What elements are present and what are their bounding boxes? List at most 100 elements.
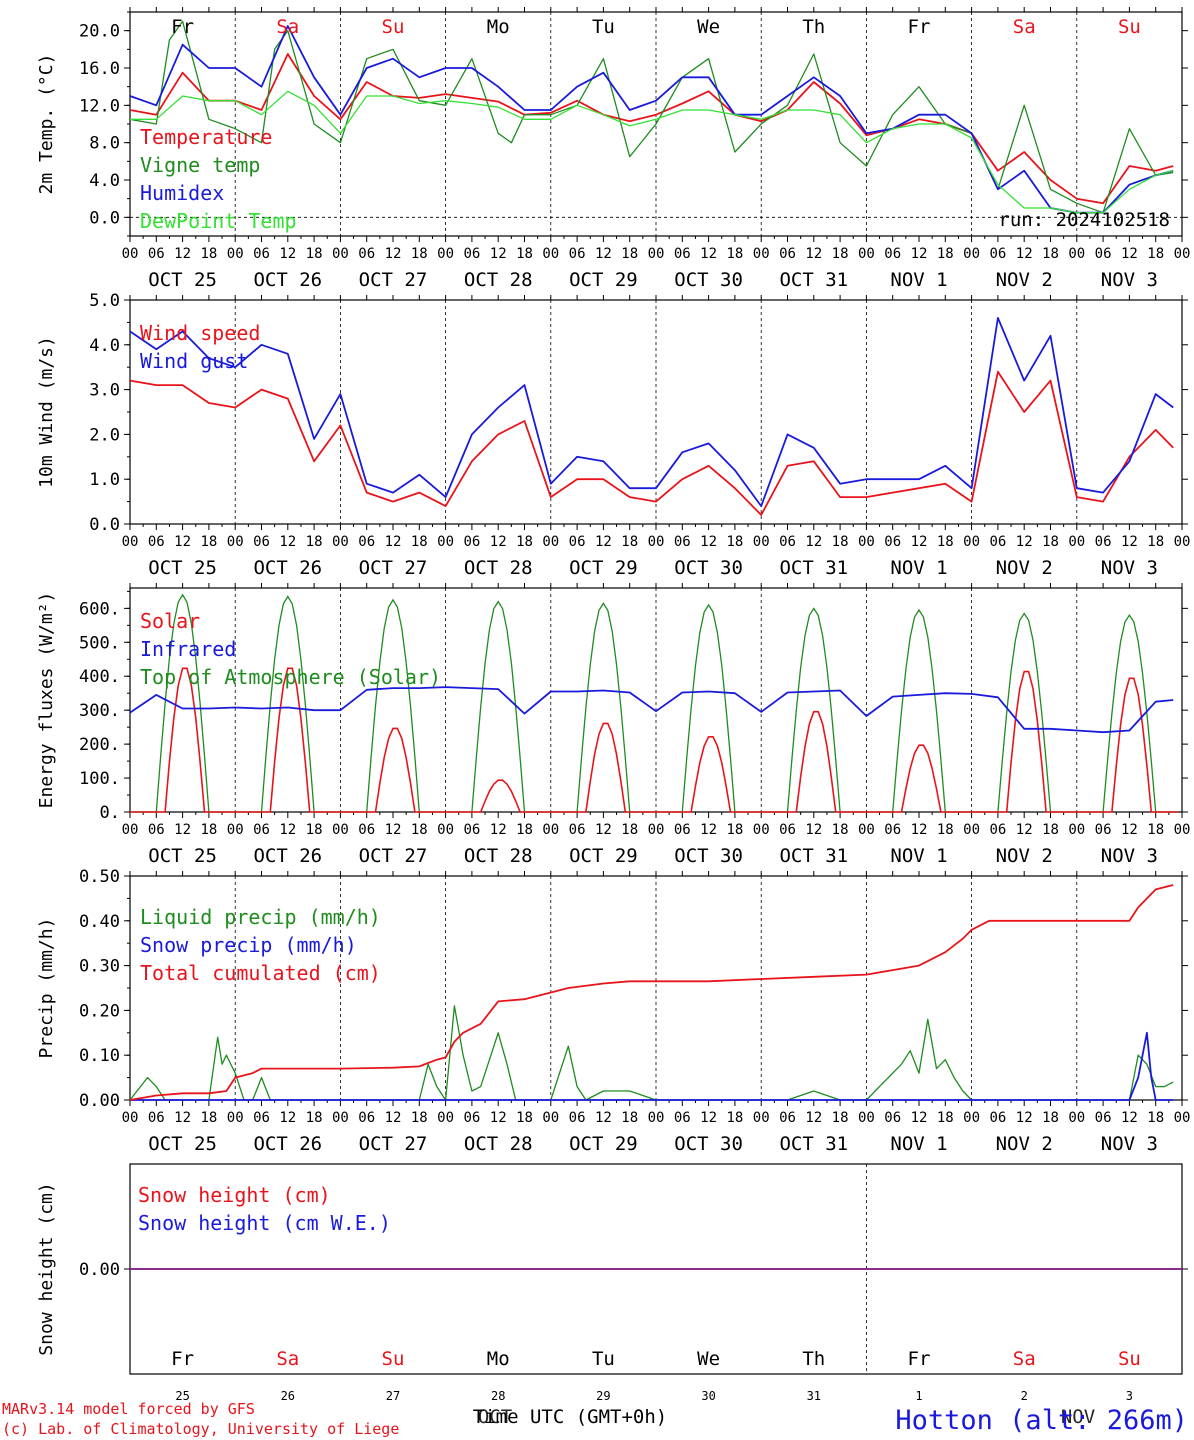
x-hour-label: 06 <box>989 1110 1006 1126</box>
series-total-cumulated-cm- <box>129 884 1174 1101</box>
x-hour-label: 06 <box>148 1110 165 1126</box>
day-number-label: 26 <box>281 1389 295 1403</box>
x-hour-label: 18 <box>726 1110 743 1126</box>
x-date-label: NOV 2 <box>996 845 1053 867</box>
credit-line-2: (c) Lab. of Climatology, University of L… <box>2 1420 399 1438</box>
x-hour-label: 06 <box>989 534 1006 550</box>
x-hour-label: 18 <box>726 246 743 262</box>
legend-entry: Infrared <box>140 637 236 661</box>
x-hour-label: 12 <box>490 246 507 262</box>
x-hour-label: 18 <box>306 534 323 550</box>
y-tick-label: 1.0 <box>89 470 120 490</box>
legend-entry: Top of Atmosphere (Solar) <box>140 665 441 689</box>
x-axis-title: Time UTC (GMT+0h) <box>473 1406 667 1428</box>
series-temperature <box>129 53 1174 205</box>
x-hour-label: 12 <box>174 534 191 550</box>
y-tick-label: 500. <box>79 633 120 653</box>
x-hour-label: 00 <box>227 246 244 262</box>
x-hour-label: 12 <box>700 534 717 550</box>
y-tick-label: 3.0 <box>89 381 120 401</box>
x-hour-label: 18 <box>1147 822 1164 838</box>
x-hour-label: 06 <box>1095 246 1112 262</box>
series-humidex <box>129 25 1174 214</box>
x-date-label: OCT 25 <box>148 557 217 579</box>
x-hour-label: 12 <box>595 246 612 262</box>
x-date-label: NOV 3 <box>1101 269 1158 291</box>
x-hour-label: 00 <box>542 1110 559 1126</box>
x-hour-label: 06 <box>358 1110 375 1126</box>
x-hour-label: 18 <box>1147 1110 1164 1126</box>
day-of-week-label: Fr <box>908 1348 931 1370</box>
x-hour-label: 00 <box>753 246 770 262</box>
day-of-week-label: We <box>697 1348 720 1370</box>
x-hour-label: 18 <box>1042 246 1059 262</box>
x-hour-label: 12 <box>1016 822 1033 838</box>
x-hour-label: 06 <box>253 246 270 262</box>
x-hour-label: 06 <box>674 1110 691 1126</box>
x-hour-label: 00 <box>122 246 139 262</box>
x-hour-label: 00 <box>858 534 875 550</box>
y-tick-label: 0.00 <box>79 1260 120 1280</box>
x-hour-label: 12 <box>174 246 191 262</box>
legend-entry: Snow height (cm) <box>138 1183 331 1207</box>
x-date-label: OCT 31 <box>779 845 848 867</box>
x-hour-label: 12 <box>805 534 822 550</box>
x-hour-label: 18 <box>411 246 428 262</box>
legend-entry: Vigne temp <box>140 153 260 177</box>
x-hour-label: 12 <box>385 246 402 262</box>
x-hour-label: 06 <box>569 534 586 550</box>
series-solar <box>130 667 1178 813</box>
x-hour-label: 00 <box>1174 534 1191 550</box>
x-date-label: OCT 25 <box>148 1133 217 1155</box>
x-hour-label: 12 <box>1016 246 1033 262</box>
y-tick-label: 0. <box>100 803 120 823</box>
x-hour-label: 12 <box>279 822 296 838</box>
day-of-week-label: Su <box>1118 1348 1141 1370</box>
x-hour-label: 00 <box>122 822 139 838</box>
x-hour-label: 00 <box>753 1110 770 1126</box>
x-hour-label: 12 <box>385 534 402 550</box>
x-hour-label: 00 <box>437 246 454 262</box>
x-hour-label: 00 <box>753 534 770 550</box>
x-date-label: OCT 29 <box>569 557 638 579</box>
x-hour-label: 00 <box>963 246 980 262</box>
x-date-label: OCT 29 <box>569 1133 638 1155</box>
x-hour-label: 18 <box>937 534 954 550</box>
x-hour-label: 18 <box>726 534 743 550</box>
x-hour-label: 00 <box>1068 246 1085 262</box>
x-hour-label: 12 <box>1016 534 1033 550</box>
x-hour-label: 00 <box>1068 822 1085 838</box>
y-tick-label: 100. <box>79 769 120 789</box>
x-hour-label: 18 <box>1042 822 1059 838</box>
y-tick-label: 0.20 <box>79 1001 120 1021</box>
x-hour-label: 18 <box>832 822 849 838</box>
day-of-week-label: Fr <box>171 16 194 38</box>
day-of-week-label: Th <box>802 16 825 38</box>
x-hour-label: 06 <box>674 246 691 262</box>
x-hour-label: 06 <box>463 534 480 550</box>
x-hour-label: 06 <box>358 534 375 550</box>
x-date-label: NOV 3 <box>1101 845 1158 867</box>
legend-entry: Humidex <box>140 181 224 205</box>
x-hour-label: 00 <box>963 1110 980 1126</box>
y-tick-label: 400. <box>79 667 120 687</box>
x-date-label: OCT 30 <box>674 269 743 291</box>
day-of-week-label: Sa <box>276 1348 299 1370</box>
y-axis-label: Snow height (cm) <box>36 1182 57 1355</box>
x-hour-label: 18 <box>306 1110 323 1126</box>
series-infrared <box>129 686 1174 734</box>
y-tick-label: 600. <box>79 599 120 619</box>
x-hour-label: 00 <box>1174 822 1191 838</box>
x-hour-label: 06 <box>253 534 270 550</box>
x-date-label: NOV 1 <box>890 845 947 867</box>
x-hour-label: 18 <box>1042 534 1059 550</box>
x-date-label: OCT 28 <box>464 269 533 291</box>
series-snow-precip-mm-h- <box>130 1031 1174 1101</box>
x-date-label: OCT 26 <box>253 557 322 579</box>
x-hour-label: 18 <box>621 822 638 838</box>
legend-entry: Wind speed <box>140 321 260 345</box>
x-hour-label: 00 <box>753 822 770 838</box>
legend-entry: Liquid precip (mm/h) <box>140 905 381 929</box>
x-hour-label: 12 <box>700 1110 717 1126</box>
